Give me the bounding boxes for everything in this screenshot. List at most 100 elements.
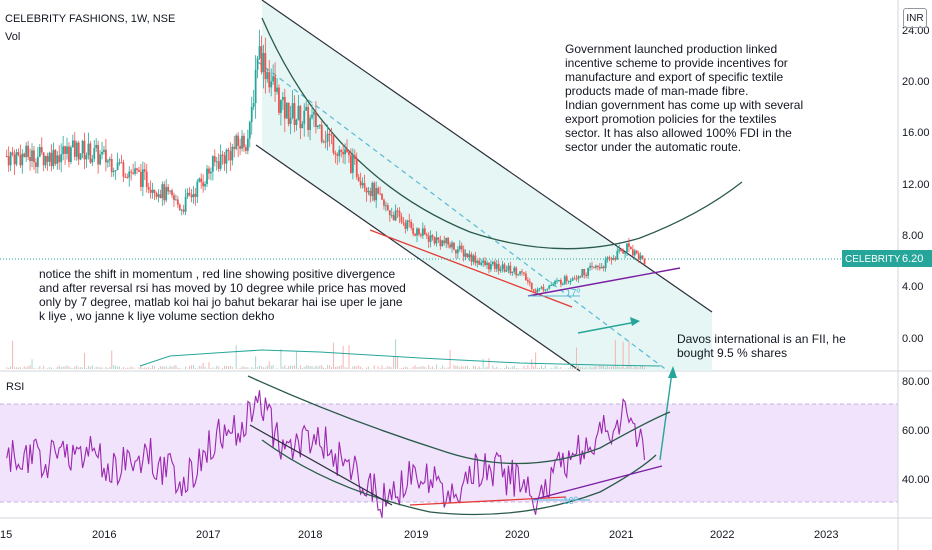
candle-body [435,237,438,244]
price-tag-value: 6.20 [902,253,923,265]
candle-body [293,103,296,125]
candle-body [159,194,162,199]
candle-body [161,184,164,199]
xtick: 2021 [609,529,633,541]
candle-body [114,170,117,172]
candle-body [29,157,31,162]
candle-body [9,152,12,166]
rsi-ytick: 60.00 [902,425,930,437]
fundamentals-note[interactable]: Government launched production linked in… [565,42,804,154]
candle-body [612,257,615,260]
candle-body [281,97,284,100]
candle-body [19,154,22,166]
rsi-arc-lower[interactable] [261,439,657,516]
candle-body [194,193,197,197]
rsi-label: RSI [6,381,25,393]
rsi-trend-line[interactable] [249,424,393,506]
candle-body [507,265,510,271]
candle-body [544,289,547,291]
momentum-note[interactable]: notice the shift in momentum , red line … [39,267,406,323]
candle-body [140,171,142,187]
davos-note[interactable]: Davos international is an FII, he bought… [677,332,846,360]
candle-body [36,156,39,167]
candle-body [340,149,343,153]
channel-lower-line[interactable] [255,144,581,372]
candle-body [490,264,492,270]
candle-body [246,138,249,151]
candle-body [344,149,346,155]
candle-body [56,155,59,164]
candle-body [46,156,49,162]
candle-body [618,249,621,251]
candle-body [431,235,434,238]
candle-body [184,196,187,212]
candle-body [402,222,405,224]
rsi-arc-upper[interactable] [247,375,671,465]
chart-title[interactable]: CELEBRITY FASHIONS, 1W, NSE [5,13,176,25]
candle-body [248,122,251,139]
candle-body [116,162,119,171]
candle-body [326,133,329,142]
candle-body [482,260,485,263]
candle-body [256,58,259,70]
candle-body [330,134,333,136]
candle-body [180,209,183,211]
candle-body [451,242,453,248]
candle-body [639,255,642,260]
candle-body [196,181,199,197]
candle-body [167,186,170,192]
candle-body [371,182,374,196]
rsi-breakout-arrow[interactable] [659,371,673,461]
candle-body [83,140,86,160]
candle-body [112,170,115,173]
candle-body [165,186,168,201]
candle-body [361,183,364,186]
candle-body [229,151,232,161]
candle-body [390,215,393,217]
currency-badge: INR [903,8,927,28]
price-angle-label: 7º [571,288,581,299]
candle-body [398,210,401,217]
price-ytick: 24.00 [902,25,930,37]
candle-body [396,210,399,212]
candle-body [406,220,409,229]
candle-body [48,152,51,162]
candle-body [493,261,496,269]
momentum-arrow[interactable] [577,321,637,334]
candle-body [534,290,537,293]
candle-body [420,234,422,236]
candle-body [276,87,278,92]
xtick: 15 [0,529,12,541]
candle-body [219,154,222,169]
rsi-ytick: 80.00 [902,376,930,388]
channel-mid-line[interactable] [257,61,669,372]
candle-body [38,147,41,157]
candle-body [315,112,317,127]
rsi-support-line[interactable] [531,465,663,501]
candle-body [21,153,24,166]
candle-body [515,267,518,276]
candle-body [13,154,16,165]
candle-body [145,171,148,188]
candle-body [173,195,175,201]
candle-body [437,237,440,240]
candle-body [332,135,335,153]
candle-body [283,97,286,119]
candle-body [556,280,558,282]
candle-body [587,267,590,276]
price-candles[interactable] [5,29,646,294]
candle-body [631,249,634,256]
volume-label: Vol [5,31,21,43]
channel-upper-line[interactable] [261,0,713,313]
candle-body [643,258,646,265]
candle-body [50,152,53,167]
candle-body [198,178,201,182]
candle-body [455,249,457,254]
candle-body [311,114,313,118]
volume-bars [6,339,661,369]
candle-body [443,240,446,244]
candle-body [447,237,450,245]
candle-body [266,72,269,80]
price-support-line[interactable] [527,267,681,297]
